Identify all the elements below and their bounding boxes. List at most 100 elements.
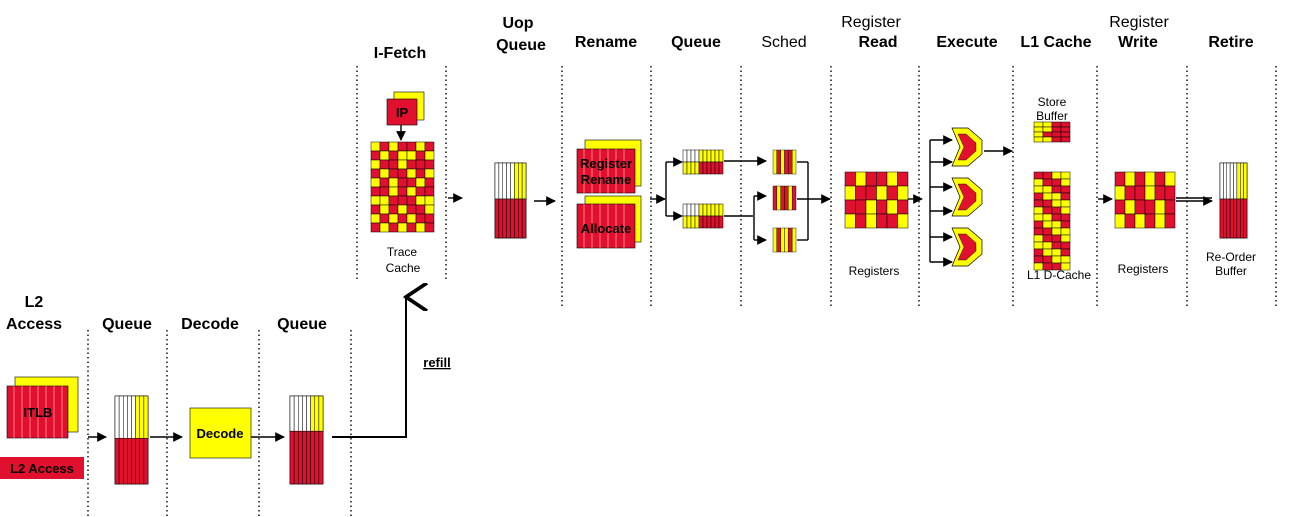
queue-slot [498, 198, 503, 239]
queue-slot [498, 162, 503, 200]
header-queue-2: Queue [277, 316, 327, 333]
grid-cell [388, 177, 399, 188]
grid-cell [876, 185, 888, 201]
queue-slot [1223, 198, 1227, 239]
sched-stripe [772, 227, 778, 253]
grid-cell [844, 199, 856, 215]
grid-cell [1042, 234, 1053, 243]
grid-cell [397, 213, 408, 224]
grid-cell [1033, 220, 1044, 229]
grid-cell [397, 168, 408, 179]
grid-cell [424, 204, 435, 215]
sched-blocks [772, 149, 797, 253]
queue-slot [698, 161, 704, 175]
grid-cell [886, 199, 898, 215]
grid-cell [1060, 178, 1071, 187]
grid-cell [1051, 131, 1062, 138]
grid-cell [855, 213, 867, 229]
grid-cell [406, 186, 417, 197]
grid-cell [1033, 213, 1044, 222]
grid-cell [379, 141, 390, 152]
grid-cell [1164, 213, 1176, 229]
execute-fork-lines [929, 135, 953, 267]
grid-cell [424, 150, 435, 161]
reorder-buffer-label-line2: Buffer [1215, 264, 1247, 278]
queue-slot [506, 198, 511, 239]
queue-slot [682, 161, 688, 175]
queue-slot [718, 149, 724, 163]
l2-access-bar: L2 Access [0, 457, 84, 479]
sched-stripe [776, 149, 781, 175]
grid-cell [1060, 131, 1071, 138]
queue-slot [1243, 198, 1248, 239]
queue-slot [510, 198, 515, 239]
queue-slot [718, 215, 724, 229]
grid-cell [1154, 185, 1166, 201]
sched-stripe [784, 227, 789, 253]
grid-cell [406, 195, 417, 206]
header-sched: Sched [761, 34, 806, 51]
alu-core [957, 183, 977, 211]
grid-cell [388, 222, 399, 233]
grid-cell [388, 204, 399, 215]
grid-cell [1033, 171, 1044, 180]
grid-cell [1051, 248, 1062, 257]
queue-slot [310, 395, 315, 432]
grid-cell [424, 213, 435, 224]
grid-cell [406, 213, 417, 224]
grid-cell [844, 185, 856, 201]
grid-cell [1033, 136, 1044, 143]
sched-stripe [772, 185, 778, 211]
queue-slot [494, 162, 500, 200]
grid-cell [370, 150, 381, 161]
grid-cell [370, 186, 381, 197]
queue-slot [682, 149, 688, 163]
grid-cell [397, 195, 408, 206]
grid-cell [388, 195, 399, 206]
grid-cell [1033, 192, 1044, 201]
grid-cell [1042, 227, 1053, 236]
grid-cell [1114, 213, 1126, 229]
grid-cell [1124, 171, 1136, 187]
grid-cell [886, 213, 898, 229]
grid-cell [424, 168, 435, 179]
grid-cell [415, 150, 426, 161]
grid-cell [1033, 131, 1044, 138]
grid-cell [370, 141, 381, 152]
refill-label: refill [423, 355, 450, 370]
queue-slot [686, 215, 692, 229]
queue-slot [114, 395, 120, 439]
grid-cell [876, 171, 888, 187]
queue-slot [123, 437, 128, 485]
grid-cell [865, 213, 877, 229]
queue-slot [710, 203, 716, 217]
queue-slot [139, 395, 145, 439]
grid-cell [415, 186, 426, 197]
grid-cell [379, 195, 390, 206]
queue-slot [1236, 198, 1241, 239]
grid-cell [424, 141, 435, 152]
header-ifetch: I-Fetch [374, 45, 426, 62]
grid-cell [1134, 171, 1146, 187]
allocate-label: Allocate [581, 221, 632, 236]
queue-slot [127, 437, 132, 485]
queue-slot [694, 215, 700, 229]
decode-block: Decode [189, 407, 252, 459]
queue-slot [718, 161, 724, 175]
l2-access-bar-label: L2 Access [10, 461, 74, 476]
grid-cell [1154, 199, 1166, 215]
grid-cell [1114, 185, 1126, 201]
stage-separators [87, 66, 1277, 517]
register-write-file [1114, 171, 1176, 229]
trace-cache-label-line1: Trace [387, 245, 418, 259]
queue-slot [698, 215, 704, 229]
queue-slot [1226, 162, 1231, 200]
queue-slot [289, 430, 295, 485]
store-buffer-label-line2: Buffer [1036, 109, 1068, 123]
grid-cell [1042, 192, 1053, 201]
header-register-write-line1: Register [1109, 14, 1169, 31]
queue-slot [521, 162, 527, 200]
queue-3-lower [682, 203, 724, 229]
sched-stripe [788, 227, 793, 253]
queue-slot [131, 395, 136, 439]
